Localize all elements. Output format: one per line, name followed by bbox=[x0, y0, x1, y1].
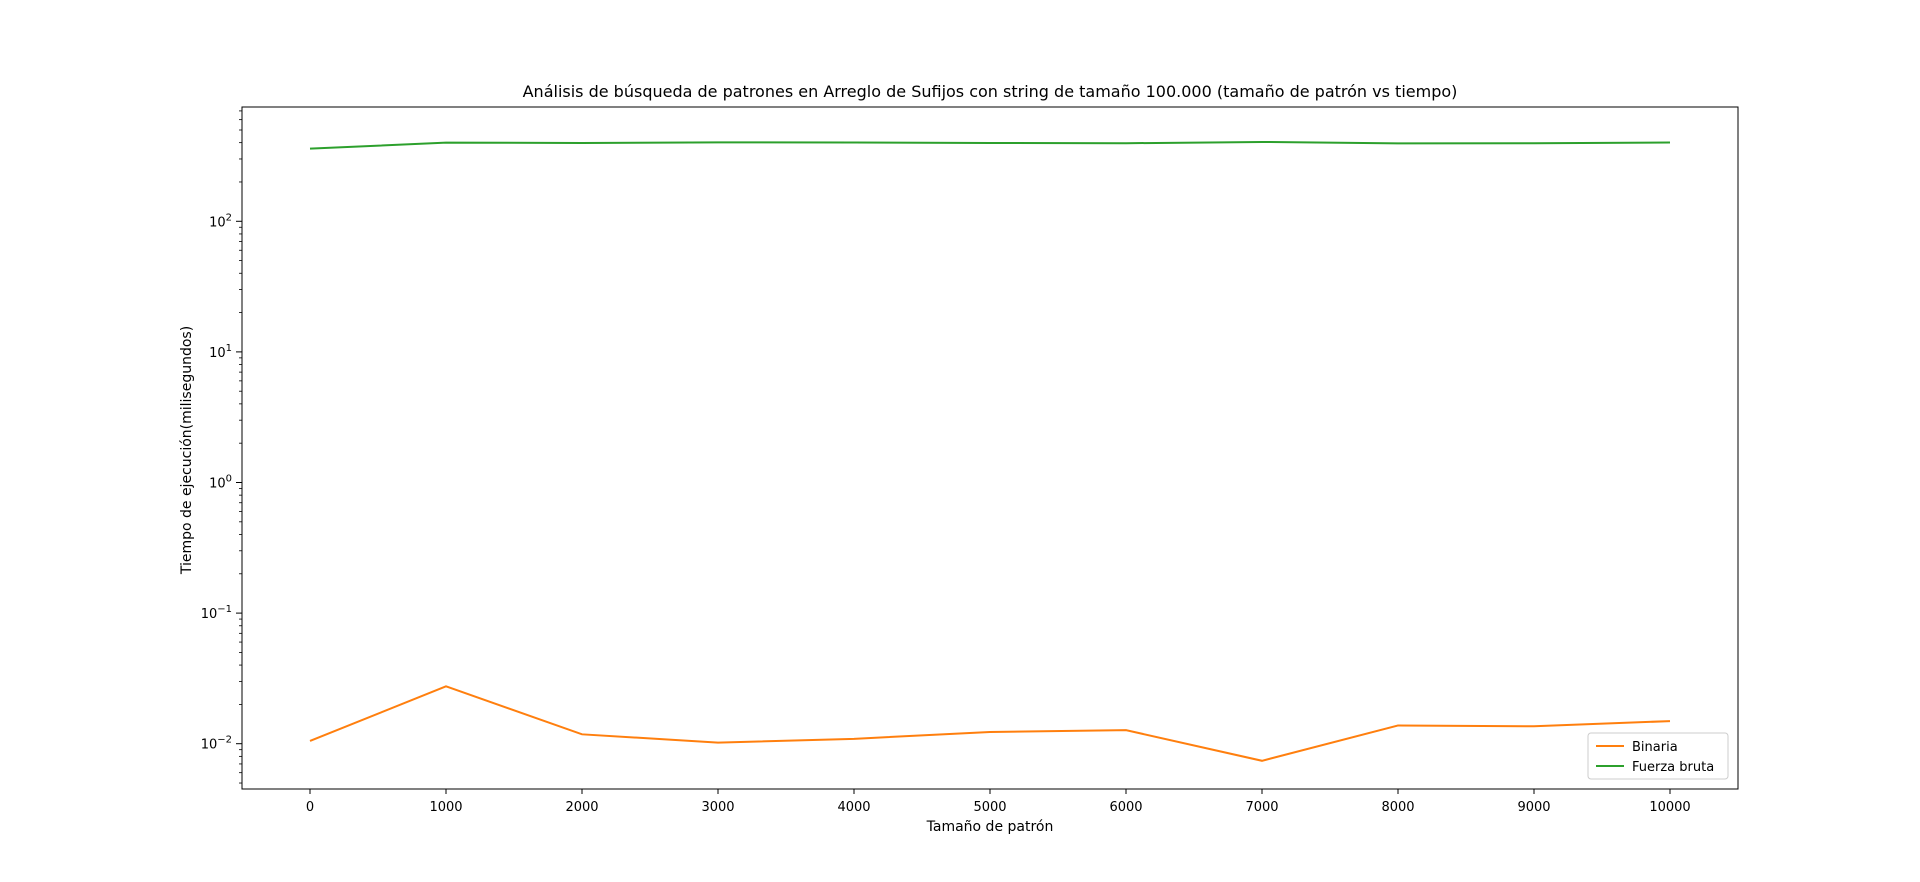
series-lines bbox=[309, 140, 1671, 762]
x-tick-label: 5000 bbox=[973, 800, 1006, 815]
x-tick-label: 9000 bbox=[1517, 800, 1550, 815]
x-tick-label: 4000 bbox=[837, 800, 870, 815]
x-tick-label: 0 bbox=[306, 800, 314, 815]
x-axis-label: Tamaño de patrón bbox=[926, 819, 1054, 835]
y-tick-label: 102 bbox=[209, 212, 232, 230]
series-line bbox=[309, 140, 1671, 150]
y-tick-label: 10−2 bbox=[201, 735, 232, 753]
x-tick-label: 2000 bbox=[565, 800, 598, 815]
x-tick-label: 1000 bbox=[429, 800, 462, 815]
x-axis: 0 1000 2000 3000 4000 5000 6000 7000 8000 9000 100… bbox=[306, 789, 1691, 815]
x-tick-label: 7000 bbox=[1245, 800, 1278, 815]
x-tick-label: 8000 bbox=[1381, 800, 1414, 815]
plot-frame bbox=[241, 106, 1739, 790]
y-axis: 10−2 10−1 100 101 102 bbox=[201, 212, 242, 753]
y-tick-label: 101 bbox=[209, 343, 232, 361]
y-axis-label: Tiempo de ejecución(milisegundos) bbox=[179, 326, 195, 575]
x-tick-label: 10000 bbox=[1649, 800, 1690, 815]
series-line bbox=[309, 685, 1671, 762]
y-tick-label: 10−1 bbox=[201, 604, 232, 622]
x-tick-label: 3000 bbox=[701, 800, 734, 815]
legend-label: Fuerza bruta bbox=[1632, 760, 1714, 775]
x-tick-label: 6000 bbox=[1109, 800, 1142, 815]
legend-label: Binaria bbox=[1632, 740, 1678, 755]
legend: Binaria Fuerza bruta bbox=[1587, 732, 1729, 780]
y-tick-label: 100 bbox=[209, 473, 232, 491]
chart-title: Análisis de búsqueda de patrones en Arre… bbox=[523, 82, 1458, 101]
legend-box bbox=[1587, 732, 1729, 780]
